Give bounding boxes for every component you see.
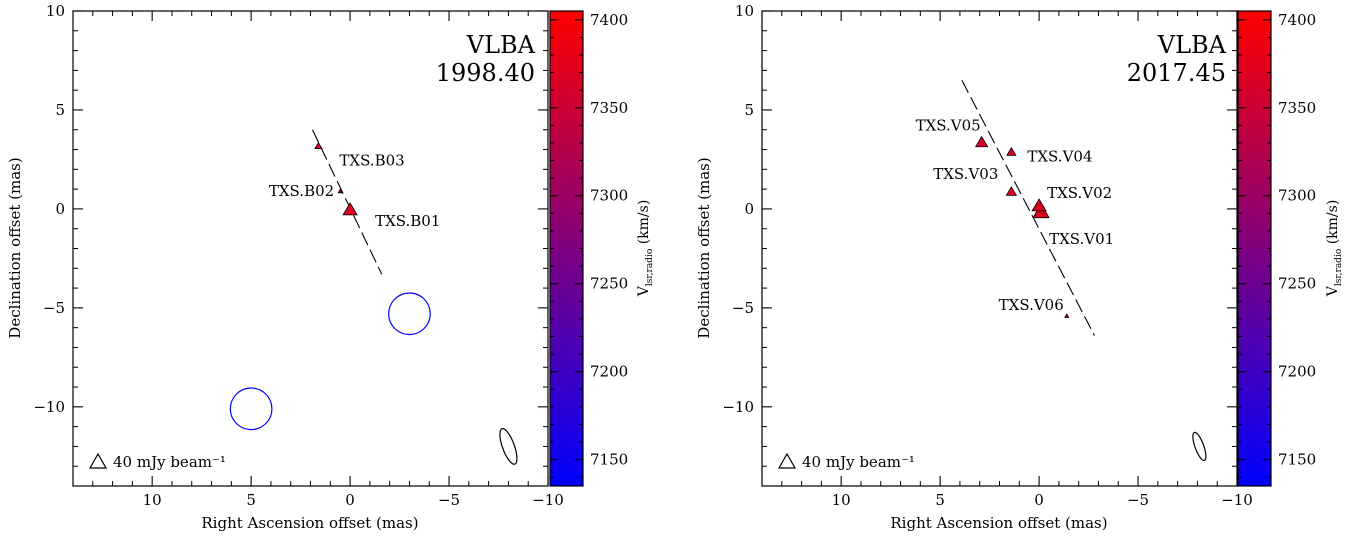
x-tick-label: −10 — [532, 491, 564, 509]
circle-marker — [388, 292, 431, 336]
point-label: TXS.B03 — [339, 152, 404, 170]
y-tick-label: 0 — [744, 200, 754, 218]
x-tick-label: −5 — [1127, 491, 1149, 509]
point-label: TXS.V04 — [1027, 148, 1092, 166]
ticks-1: 10 5 0 −5 −10 10 5 0 −5 −10 — [33, 2, 563, 509]
maser-triangle — [314, 141, 323, 149]
x-axis-label-2: Right Ascension offset (mas) — [890, 514, 1107, 532]
marks-1: TXS.B01 TXS.B02 TXS.B03 — [229, 129, 518, 465]
point-label: TXS.V06 — [999, 296, 1064, 314]
colorbar-tick-label: 7200 — [1278, 363, 1316, 381]
colorbar-label-1: Vlsr,radio (km/s) — [636, 200, 655, 298]
colorbar-label-unit-1: (km/s) — [636, 200, 652, 249]
x-tick-label: 5 — [246, 491, 256, 509]
colorbar-tick-label: 7350 — [590, 99, 628, 117]
y-tick-label: 5 — [55, 101, 65, 119]
colorbar-tick-label: 7300 — [1278, 187, 1316, 205]
colorbar-tick-label: 7300 — [590, 187, 628, 205]
point-label: TXS.V05 — [916, 117, 981, 135]
legend-text-2: 40 mJy beam⁻¹ — [802, 453, 915, 471]
annotation-line-1b: 1998.40 — [436, 59, 535, 87]
x-tick-label: 0 — [1034, 491, 1044, 509]
point-label: TXS.V02 — [1047, 184, 1112, 202]
fit-line — [961, 80, 1095, 336]
colorbar-ticks-1: 7150 7200 7250 7300 7350 7400 — [550, 11, 628, 478]
colorbar-tick-label: 7150 — [590, 451, 628, 469]
x-axis-label-1: Right Ascension offset (mas) — [201, 514, 418, 532]
maser-triangle — [342, 202, 358, 216]
x-tick-label: −10 — [1221, 491, 1253, 509]
maser-triangle — [1064, 313, 1070, 318]
y-tick-label: −5 — [43, 299, 65, 317]
x-tick-label: 5 — [935, 491, 945, 509]
legend-triangle-icon-1 — [88, 452, 108, 469]
y-axis-label-2: Declination offset (mas) — [695, 157, 713, 338]
annotation-line-1a: VLBA — [466, 31, 536, 59]
colorbar-tick-label: 7400 — [1278, 11, 1316, 29]
colorbar-label-2: Vlsr,radio (km/s) — [1325, 200, 1344, 298]
point-label: TXS.V03 — [933, 165, 998, 183]
circle-marker — [229, 387, 273, 431]
y-tick-label: 10 — [46, 2, 65, 20]
panel-2: TXS.V01 TXS.V02 TXS.V03 TXS.V04 TXS.V05 TXS.V… — [695, 2, 1344, 532]
ticks-2: 10 5 0 −5 −10 10 5 0 −5 −10 — [722, 2, 1252, 509]
x-tick-label: 10 — [832, 491, 851, 509]
legend-text-1: 40 mJy beam⁻¹ — [113, 453, 226, 471]
point-label: TXS.B01 — [375, 212, 440, 230]
maser-triangle — [1006, 146, 1017, 156]
y-tick-label: −10 — [33, 398, 65, 416]
point-label: TXS.V01 — [1049, 230, 1114, 248]
fit-line — [311, 129, 383, 275]
x-tick-label: 10 — [143, 491, 162, 509]
colorbar-tick-label: 7150 — [1278, 451, 1316, 469]
y-axis-label-1: Declination offset (mas) — [6, 157, 24, 338]
colorbar-label-unit-2: (km/s) — [1325, 200, 1341, 249]
legend-triangle-icon-2 — [777, 452, 797, 469]
beam-ellipse — [499, 428, 518, 465]
x-tick-label: −5 — [438, 491, 460, 509]
maser-triangle — [1031, 198, 1047, 212]
y-tick-label: 10 — [735, 2, 754, 20]
colorbar-label-sub-2: lsr,radio — [1334, 249, 1344, 286]
colorbar-label-main-1: V — [636, 285, 652, 297]
colorbar-2 — [1237, 10, 1272, 487]
colorbar-tick-label: 7250 — [1278, 275, 1316, 293]
beam-ellipse — [1192, 431, 1207, 462]
maser-triangle — [1005, 186, 1018, 196]
colorbar-tick-label: 7400 — [590, 11, 628, 29]
maser-triangle — [337, 188, 343, 194]
marks-2: TXS.V01 TXS.V02 TXS.V03 TXS.V04 TXS.V05 TXS.V… — [916, 80, 1207, 462]
panel-1: TXS.B01 TXS.B02 TXS.B03 10 5 0 −5 −10 10 5 0 −5 −10… — [6, 2, 655, 532]
colorbar-ticks-2: 7150 7200 7250 7300 7350 7400 — [1238, 11, 1316, 478]
y-tick-label: 0 — [55, 200, 65, 218]
maser-triangle — [974, 135, 989, 148]
y-tick-label: 5 — [744, 101, 754, 119]
annotation-line-2b: 2017.45 — [1127, 59, 1226, 87]
x-tick-label: 0 — [345, 491, 355, 509]
colorbar-label-sub-1: lsr,radio — [645, 249, 655, 286]
colorbar-tick-label: 7250 — [590, 275, 628, 293]
annotation-line-2a: VLBA — [1157, 31, 1227, 59]
colorbar-tick-label: 7350 — [1278, 99, 1316, 117]
y-tick-label: −10 — [722, 398, 754, 416]
colorbar-label-main-2: V — [1325, 285, 1341, 297]
y-tick-label: −5 — [732, 299, 754, 317]
colorbar-tick-label: 7200 — [590, 363, 628, 381]
colorbar-1 — [549, 10, 584, 487]
point-label: TXS.B02 — [269, 182, 334, 200]
